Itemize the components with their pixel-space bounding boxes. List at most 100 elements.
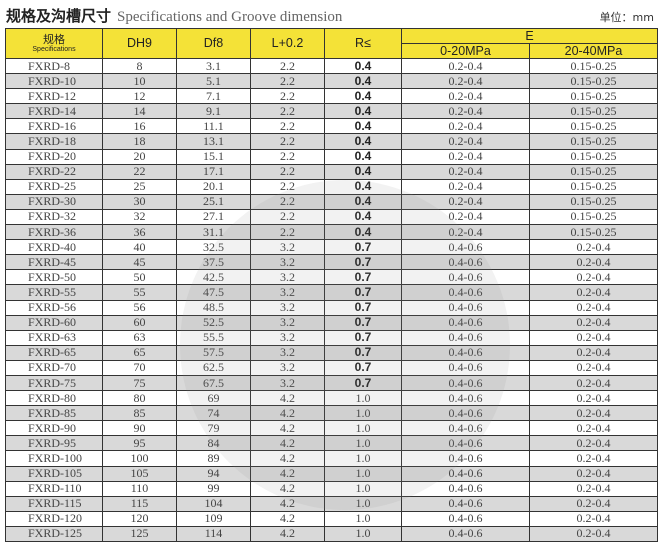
- table-row: FXRD-115 115 104 4.2 1.0 0.4-0.6 0.2-0.4: [5, 495, 658, 512]
- table-row: FXRD-40 40 32.5 3.2 0.7 0.4-0.6 0.2-0.4: [5, 239, 658, 256]
- cell-dh9: 100: [102, 450, 177, 467]
- cell-spec: FXRD-55: [5, 284, 103, 301]
- cell-dh9: 20: [102, 148, 177, 165]
- table-row: FXRD-14 14 9.1 2.2 0.4 0.2-0.4 0.15-0.25: [5, 103, 658, 120]
- cell-e-0-20: 0.4-0.6: [401, 525, 530, 543]
- cell-dh9: 85: [102, 405, 177, 422]
- cell-e-0-20: 0.4-0.6: [401, 269, 530, 286]
- table-row: FXRD-125 125 114 4.2 1.0 0.4-0.6 0.2-0.4: [5, 525, 658, 543]
- cell-e-0-20: 0.2-0.4: [401, 73, 530, 90]
- cell-spec: FXRD-115: [5, 495, 103, 512]
- cell-r: 0.4: [324, 193, 402, 210]
- cell-r: 0.4: [324, 57, 402, 75]
- cell-l: 3.2: [250, 239, 325, 256]
- cell-dh9: 125: [102, 525, 177, 543]
- cell-e-0-20: 0.4-0.6: [401, 420, 530, 437]
- cell-spec: FXRD-8: [5, 57, 103, 75]
- cell-r: 1.0: [324, 405, 402, 422]
- cell-l: 2.2: [250, 163, 325, 180]
- cell-e-20-40: 0.2-0.4: [529, 435, 658, 452]
- cell-df8: 17.1: [176, 163, 251, 180]
- cell-dh9: 55: [102, 284, 177, 301]
- table-row: FXRD-12 12 7.1 2.2 0.4 0.2-0.4 0.15-0.25: [5, 88, 658, 105]
- cell-e-20-40: 0.2-0.4: [529, 495, 658, 512]
- cell-dh9: 60: [102, 314, 177, 331]
- cell-df8: 74: [176, 405, 251, 422]
- cell-dh9: 110: [102, 480, 177, 497]
- header-spec: 规格 Specifications: [5, 28, 103, 59]
- header-l: L+0.2: [250, 28, 325, 59]
- cell-spec: FXRD-75: [5, 374, 103, 392]
- cell-df8: 114: [176, 525, 251, 543]
- cell-dh9: 36: [102, 224, 177, 241]
- table-row: FXRD-18 18 13.1 2.2 0.4 0.2-0.4 0.15-0.25: [5, 133, 658, 150]
- table-row: FXRD-100 100 89 4.2 1.0 0.4-0.6 0.2-0.4: [5, 450, 658, 467]
- table-row: FXRD-65 65 57.5 3.2 0.7 0.4-0.6 0.2-0.4: [5, 344, 658, 361]
- table-row: FXRD-16 16 11.1 2.2 0.4 0.2-0.4 0.15-0.25: [5, 118, 658, 135]
- cell-df8: 48.5: [176, 299, 251, 316]
- cell-e-20-40: 0.15-0.25: [529, 103, 658, 120]
- cell-e-20-40: 0.2-0.4: [529, 254, 658, 271]
- table-row: FXRD-50 50 42.5 3.2 0.7 0.4-0.6 0.2-0.4: [5, 269, 658, 286]
- cell-r: 0.7: [324, 239, 402, 256]
- cell-e-20-40: 0.2-0.4: [529, 344, 658, 361]
- cell-df8: 7.1: [176, 88, 251, 105]
- page-title: 规格及沟槽尺寸 Specifications and Groove dimens…: [6, 5, 342, 25]
- table-row: FXRD-36 36 31.1 2.2 0.4 0.2-0.4 0.15-0.25: [5, 224, 658, 241]
- cell-e-20-40: 0.2-0.4: [529, 299, 658, 316]
- cell-r: 1.0: [324, 495, 402, 512]
- table-row: FXRD-56 56 48.5 3.2 0.7 0.4-0.6 0.2-0.4: [5, 299, 658, 316]
- cell-e-0-20: 0.2-0.4: [401, 193, 530, 210]
- cell-df8: 37.5: [176, 254, 251, 271]
- cell-e-20-40: 0.15-0.25: [529, 57, 658, 75]
- cell-l: 4.2: [250, 405, 325, 422]
- cell-df8: 5.1: [176, 73, 251, 90]
- cell-df8: 84: [176, 435, 251, 452]
- cell-e-0-20: 0.2-0.4: [401, 88, 530, 105]
- cell-dh9: 75: [102, 374, 177, 392]
- table-row: FXRD-45 45 37.5 3.2 0.7 0.4-0.6 0.2-0.4: [5, 254, 658, 271]
- cell-e-0-20: 0.4-0.6: [401, 390, 530, 407]
- cell-df8: 109: [176, 510, 251, 527]
- cell-r: 0.7: [324, 329, 402, 346]
- cell-e-0-20: 0.4-0.6: [401, 299, 530, 316]
- cell-e-20-40: 0.2-0.4: [529, 510, 658, 527]
- cell-df8: 47.5: [176, 284, 251, 301]
- cell-l: 4.2: [250, 420, 325, 437]
- cell-e-20-40: 0.15-0.25: [529, 133, 658, 150]
- cell-r: 0.4: [324, 148, 402, 165]
- table-row: FXRD-80 80 69 4.2 1.0 0.4-0.6 0.2-0.4: [5, 390, 658, 407]
- spec-table: 规格 Specifications DH9 Df8 L+0.2 R≤ E 0-2…: [5, 28, 658, 543]
- cell-e-0-20: 0.4-0.6: [401, 359, 530, 376]
- cell-e-20-40: 0.2-0.4: [529, 450, 658, 467]
- cell-l: 2.2: [250, 193, 325, 210]
- table-row: FXRD-60 60 52.5 3.2 0.7 0.4-0.6 0.2-0.4: [5, 314, 658, 331]
- cell-e-0-20: 0.4-0.6: [401, 495, 530, 512]
- cell-e-20-40: 0.15-0.25: [529, 118, 658, 135]
- cell-spec: FXRD-120: [5, 510, 103, 527]
- cell-dh9: 50: [102, 269, 177, 286]
- cell-l: 2.2: [250, 148, 325, 165]
- cell-spec: FXRD-22: [5, 163, 103, 180]
- cell-r: 1.0: [324, 390, 402, 407]
- cell-r: 1.0: [324, 525, 402, 543]
- cell-df8: 11.1: [176, 118, 251, 135]
- cell-spec: FXRD-32: [5, 208, 103, 226]
- cell-e-20-40: 0.2-0.4: [529, 390, 658, 407]
- cell-l: 4.2: [250, 495, 325, 512]
- table-row: FXRD-22 22 17.1 2.2 0.4 0.2-0.4 0.15-0.25: [5, 163, 658, 180]
- cell-e-0-20: 0.4-0.6: [401, 374, 530, 392]
- cell-e-0-20: 0.2-0.4: [401, 224, 530, 241]
- cell-l: 3.2: [250, 374, 325, 392]
- cell-l: 2.2: [250, 208, 325, 226]
- cell-r: 0.4: [324, 88, 402, 105]
- cell-dh9: 18: [102, 133, 177, 150]
- cell-e-20-40: 0.15-0.25: [529, 224, 658, 241]
- cell-e-20-40: 0.2-0.4: [529, 314, 658, 331]
- title-en: Specifications and Groove dimension: [117, 9, 343, 25]
- cell-e-20-40: 0.15-0.25: [529, 178, 658, 195]
- cell-e-20-40: 0.15-0.25: [529, 73, 658, 90]
- cell-e-0-20: 0.2-0.4: [401, 178, 530, 195]
- cell-df8: 13.1: [176, 133, 251, 150]
- cell-df8: 55.5: [176, 329, 251, 346]
